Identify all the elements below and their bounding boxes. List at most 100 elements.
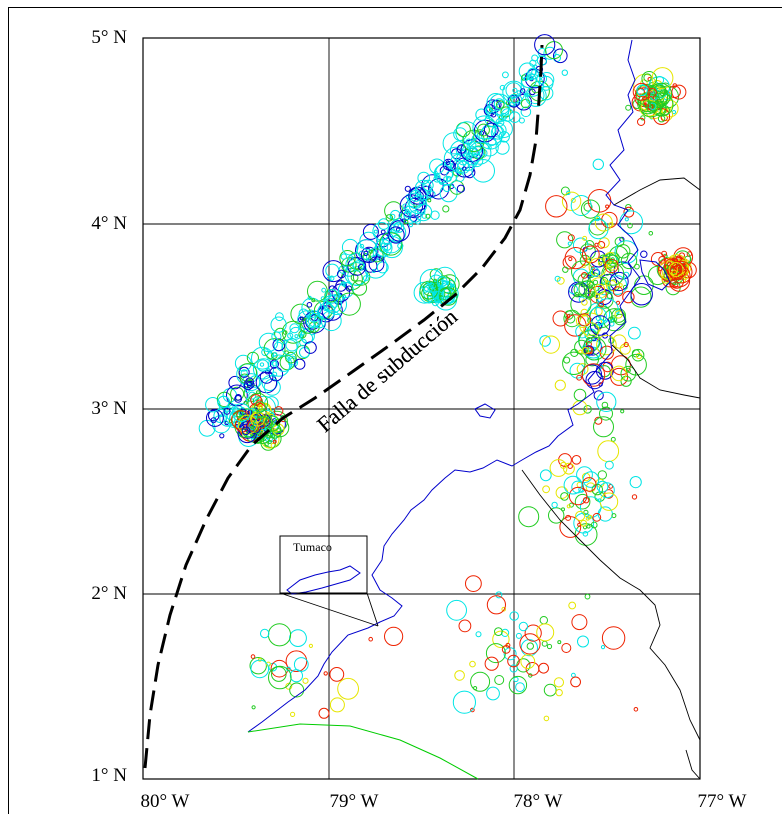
event-circle xyxy=(601,262,625,286)
event-circle xyxy=(251,705,256,710)
event-circle xyxy=(351,280,368,296)
event-circle xyxy=(275,312,284,322)
event-circle xyxy=(501,645,511,654)
event-circle xyxy=(625,104,632,111)
event-circle xyxy=(549,459,568,477)
event-circle xyxy=(543,715,550,722)
event-circle xyxy=(520,639,539,657)
event-circle xyxy=(520,98,531,109)
event-circle xyxy=(403,219,409,225)
event-circle xyxy=(552,310,569,327)
event-circle xyxy=(408,195,428,215)
event-circle xyxy=(640,250,648,258)
event-circle xyxy=(507,654,520,668)
event-circle xyxy=(444,295,449,300)
event-circle xyxy=(606,292,613,299)
event-circle xyxy=(531,69,537,75)
event-circle xyxy=(520,88,526,94)
event-circle xyxy=(289,682,305,698)
event-circle xyxy=(669,260,693,284)
event-circle xyxy=(301,297,322,318)
event-circle xyxy=(548,507,565,524)
event-circle xyxy=(397,242,404,249)
event-circle xyxy=(240,369,248,377)
event-circle xyxy=(329,667,345,682)
tumaco-inset-leader-b xyxy=(366,592,379,627)
event-circle xyxy=(289,669,303,683)
event-circle xyxy=(402,203,408,209)
event-circle xyxy=(210,417,217,424)
event-circle xyxy=(213,408,228,424)
event-circle xyxy=(271,666,287,682)
event-circle xyxy=(238,366,250,378)
event-circle xyxy=(512,87,518,94)
event-circle xyxy=(385,214,393,222)
event-circle xyxy=(234,395,243,403)
event-circle xyxy=(250,394,262,406)
event-circle xyxy=(294,334,299,339)
event-circle xyxy=(596,391,617,412)
event-circle xyxy=(267,440,272,444)
border-b xyxy=(611,344,701,399)
event-circle xyxy=(610,257,615,262)
event-circle xyxy=(515,632,522,639)
event-circle xyxy=(686,251,693,257)
event-circle xyxy=(449,153,470,174)
event-circle xyxy=(526,642,534,650)
event-circle xyxy=(430,210,440,220)
event-circle xyxy=(562,351,586,375)
event-circle xyxy=(369,248,384,263)
event-circle xyxy=(581,347,590,355)
event-circle xyxy=(294,358,306,370)
event-circle xyxy=(557,640,562,645)
event-circle xyxy=(588,219,609,240)
event-circle xyxy=(495,117,505,127)
event-circle xyxy=(250,654,256,659)
event-circle xyxy=(324,289,340,304)
lat-label-1n: 1° N xyxy=(91,765,127,786)
event-circle xyxy=(272,418,277,423)
event-circle xyxy=(603,308,627,332)
event-circle xyxy=(566,504,571,509)
event-circle xyxy=(653,84,667,98)
event-circle xyxy=(270,316,287,333)
event-circle xyxy=(607,275,628,295)
lon-label-77w: 77° W xyxy=(697,791,747,812)
event-circle xyxy=(641,71,658,87)
event-circle xyxy=(561,507,565,512)
event-circle xyxy=(217,395,230,408)
event-circle xyxy=(590,521,598,529)
event-circle xyxy=(568,601,577,610)
event-circle xyxy=(272,338,286,352)
event-circle xyxy=(352,260,365,272)
event-circle xyxy=(484,656,499,671)
lat-label-2n: 2° N xyxy=(91,583,127,604)
event-circle xyxy=(580,519,587,527)
event-circle xyxy=(495,140,510,155)
event-circle xyxy=(618,283,623,288)
event-circle xyxy=(529,59,537,67)
event-circle xyxy=(575,510,586,522)
event-circle xyxy=(543,46,557,60)
event-circle xyxy=(494,627,503,636)
event-circle xyxy=(597,261,603,266)
event-circle xyxy=(308,643,313,649)
event-circle xyxy=(469,660,476,668)
event-circle xyxy=(583,509,589,515)
event-circle xyxy=(554,379,566,391)
event-circle xyxy=(285,351,297,364)
rivers xyxy=(247,723,479,780)
event-circle xyxy=(608,316,615,323)
event-circle xyxy=(323,294,342,314)
event-circle xyxy=(289,629,307,647)
event-circle xyxy=(595,298,619,322)
event-circle xyxy=(337,292,361,316)
event-circle xyxy=(561,69,568,76)
event-circle xyxy=(470,671,491,692)
event-circle xyxy=(307,280,328,302)
event-circle xyxy=(574,292,580,298)
event-circle xyxy=(545,195,568,218)
event-circle xyxy=(362,275,369,282)
event-circle xyxy=(452,690,476,714)
event-circle xyxy=(454,670,465,681)
